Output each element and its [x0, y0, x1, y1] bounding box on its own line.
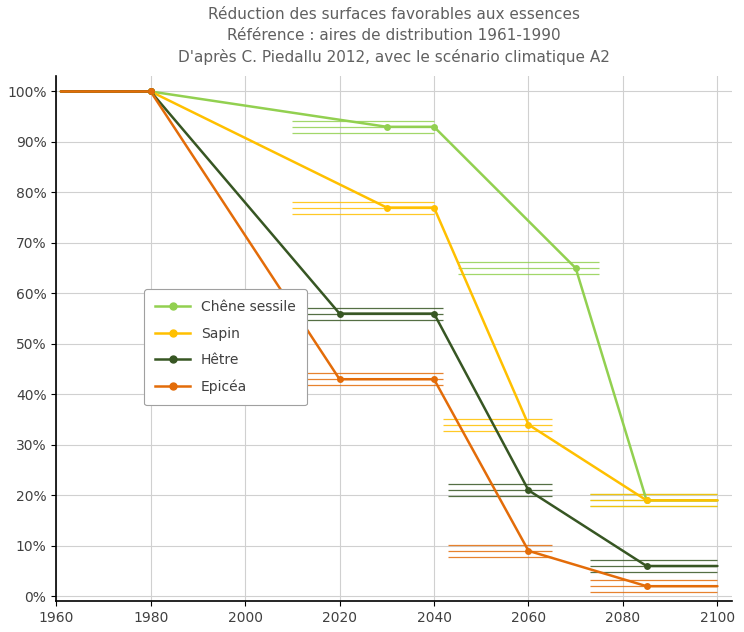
Title: Réduction des surfaces favorables aux essences
Référence : aires de distribution: Réduction des surfaces favorables aux es… — [178, 7, 610, 66]
Legend: Chêne sessile, Sapin, Hêtre, Epicéa: Chêne sessile, Sapin, Hêtre, Epicéa — [144, 289, 307, 405]
